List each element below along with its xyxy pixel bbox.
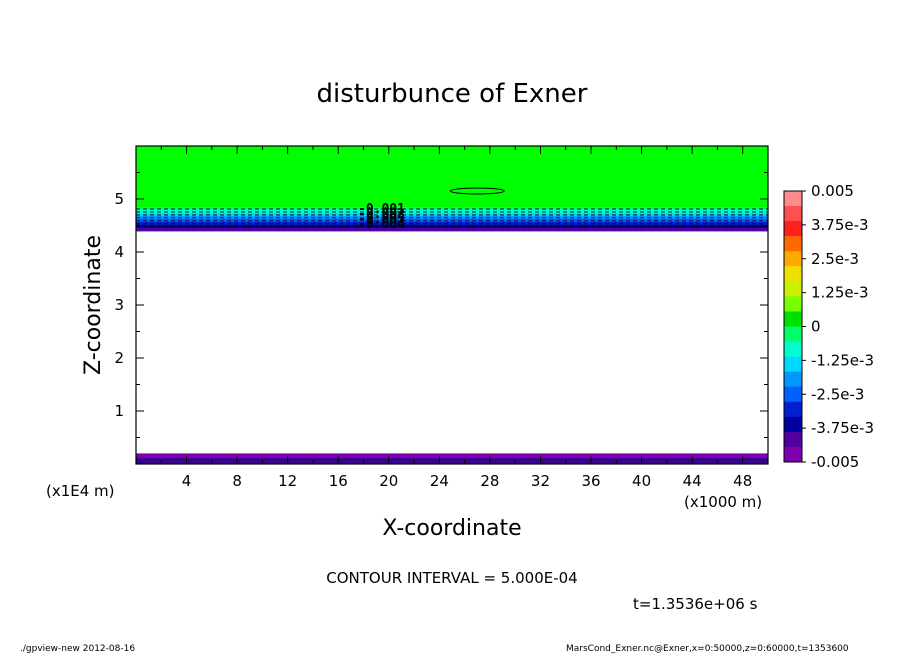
x-tick-label: 48	[733, 472, 752, 490]
x-tick-label: 28	[480, 472, 499, 490]
colorbar-label: -1.25e-3	[811, 351, 874, 369]
colorbar-swatch	[784, 311, 802, 327]
lower-field-core	[136, 458, 768, 464]
colorbar-swatch	[784, 371, 802, 388]
colorbar-swatch	[784, 341, 802, 358]
contour-label-1: -0.001	[358, 202, 405, 217]
y-tick-label: 1	[114, 402, 124, 420]
x-tick-label: 20	[379, 472, 398, 490]
colorbar-label: 0	[811, 318, 821, 336]
colorbar-swatch	[784, 416, 802, 433]
x-tick-label: 44	[683, 472, 702, 490]
y-tick-label: 2	[114, 349, 124, 367]
contour-label-4: -0.004	[358, 217, 405, 232]
colorbar-swatch	[784, 296, 802, 312]
colorbar-swatch	[784, 281, 802, 297]
upper-gradient-layer	[136, 227, 768, 232]
y-tick-label: 3	[114, 296, 124, 314]
colorbar-label: 0.005	[811, 182, 854, 200]
colorbar-swatch	[784, 191, 802, 207]
y-unit-label: (x1E4 m)	[46, 482, 115, 500]
colorbar-label: 1.25e-3	[811, 284, 869, 302]
time-label: t=1.3536e+06 s	[633, 595, 758, 613]
colorbar-label: 2.5e-3	[811, 250, 859, 268]
contour-label-3: -0.003	[358, 212, 405, 227]
footer-left: ./gpview-new 2012-08-16	[20, 644, 135, 654]
colorbar-label: -3.75e-3	[811, 419, 874, 437]
colorbar-swatch	[784, 251, 802, 267]
y-axis-label: Z-coordinate	[81, 235, 106, 375]
colorbar-label: 3.75e-3	[811, 216, 869, 234]
y-tick-label: 4	[114, 243, 124, 261]
x-tick-label: 4	[182, 472, 192, 490]
closed-contour	[449, 187, 505, 195]
colorbar-swatch	[784, 446, 802, 463]
contour-interval-note: CONTOUR INTERVAL = 5.000E-04	[326, 569, 577, 587]
colorbar-swatch	[784, 236, 802, 252]
chart-title: disturbunce of Exner	[317, 79, 588, 109]
colorbar-swatch	[784, 221, 802, 237]
y-ticks: 1 2 3 4 5	[114, 172, 768, 438]
colorbar-swatch	[784, 206, 802, 222]
colorbar-swatch	[784, 401, 802, 418]
footer-right: MarsCond_Exner.nc@Exner,x=0:50000,z=0:60…	[566, 644, 849, 654]
x-ticks: 4 8 12 16 20 24 28 32 36 40 44 48	[160, 146, 752, 490]
colorbar-labels: 0.005 3.75e-3 2.5e-3 1.25e-3 0 -1.25e-3 -2.5e-…	[802, 182, 874, 471]
contour-label-2: -0.002	[358, 207, 405, 222]
colorbar-swatch	[784, 431, 802, 448]
contour-lines	[136, 187, 768, 228]
colorbar-swatch	[784, 326, 802, 343]
x-tick-label: 40	[632, 472, 651, 490]
y-tick-label: 5	[114, 190, 124, 208]
x-tick-label: 12	[278, 472, 297, 490]
x-tick-label: 36	[581, 472, 600, 490]
x-unit-label: (x1000 m)	[684, 493, 762, 511]
contour-fills	[136, 146, 768, 464]
x-tick-label: 8	[232, 472, 242, 490]
colorbar-label: -0.005	[811, 453, 859, 471]
colorbar	[783, 190, 803, 463]
colorbar-label: -2.5e-3	[811, 385, 864, 403]
x-tick-label: 16	[329, 472, 348, 490]
colorbar-swatch	[784, 266, 802, 282]
colorbar-swatch	[784, 386, 802, 403]
x-axis-label: X-coordinate	[382, 516, 521, 541]
colorbar-swatch	[784, 356, 802, 373]
x-tick-label: 32	[531, 472, 550, 490]
x-tick-label: 24	[430, 472, 449, 490]
